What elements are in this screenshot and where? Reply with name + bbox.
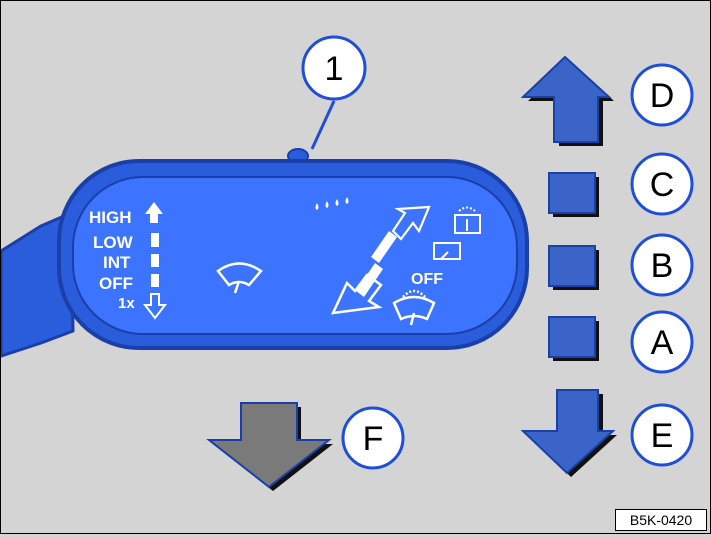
callout-d-label: D xyxy=(650,77,675,115)
callout-b: B xyxy=(630,233,694,297)
position-c xyxy=(548,172,599,217)
rear-washer-icon xyxy=(454,206,481,234)
wiper-icon xyxy=(216,262,263,294)
windshield-icon xyxy=(392,289,436,326)
pull-down-arrow-icon xyxy=(330,273,383,315)
arrow-down-e xyxy=(520,389,617,477)
washer-drops-icon xyxy=(315,197,349,210)
callout-a-label: A xyxy=(651,324,674,362)
callout-c-label: C xyxy=(650,166,675,204)
arrow-down-outline-icon xyxy=(142,293,168,320)
wiper-stalk xyxy=(57,159,529,350)
callout-b-label: B xyxy=(651,247,674,285)
speed-scale xyxy=(142,202,168,320)
push-up-arrow-icon xyxy=(356,205,431,297)
callout-d: D xyxy=(630,63,694,127)
rear-wiper-icon xyxy=(433,242,461,260)
callout-e-label: E xyxy=(651,417,674,455)
arrow-up-d xyxy=(520,55,614,146)
arrow-up-icon xyxy=(145,202,163,223)
callout-e: E xyxy=(630,403,694,467)
callout-a: A xyxy=(630,310,694,374)
callout-1-label: 1 xyxy=(325,50,344,88)
callout-1: 1 xyxy=(301,35,367,150)
callout-f: F xyxy=(341,406,405,470)
figure-code-label: B5K-0420 xyxy=(615,509,707,531)
washer-off-label: OFF xyxy=(411,271,443,288)
label-1x: 1x xyxy=(118,295,135,312)
arrow-down-f xyxy=(206,402,333,491)
label-off: OFF xyxy=(99,274,133,293)
position-b xyxy=(548,245,599,290)
stalk-arm xyxy=(0,210,75,358)
position-a xyxy=(548,316,599,361)
callout-f-label: F xyxy=(363,420,384,458)
label-int: INT xyxy=(103,253,131,272)
label-high: HIGH xyxy=(89,208,132,227)
callout-c: C xyxy=(630,152,694,216)
label-low: LOW xyxy=(93,233,134,252)
